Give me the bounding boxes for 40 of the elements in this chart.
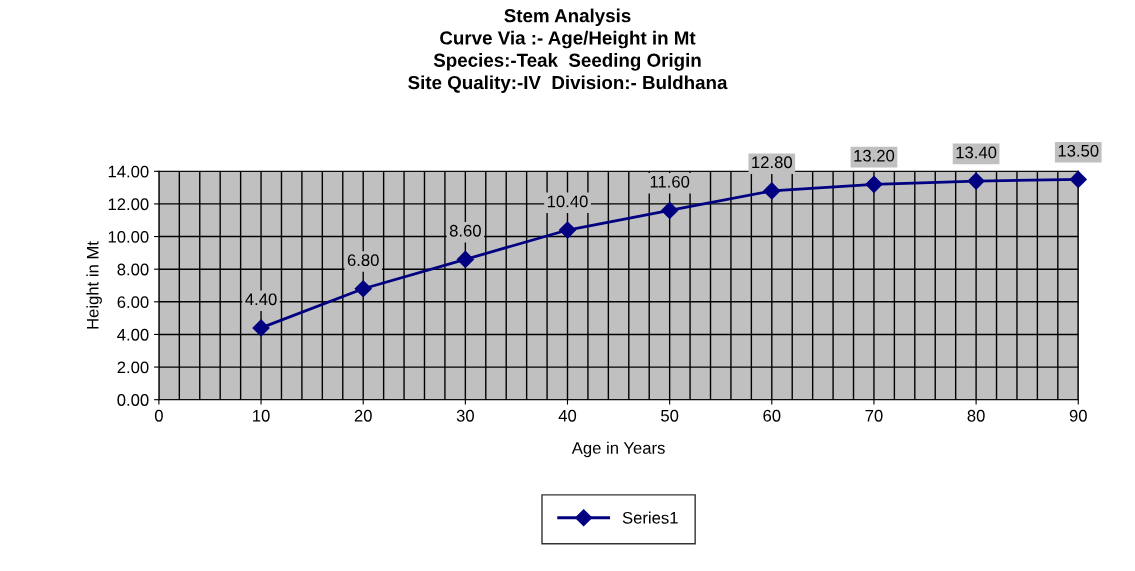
data-label: 10.40 <box>547 195 588 208</box>
point <box>661 201 679 220</box>
y-tick-label: 4.00 <box>117 328 149 341</box>
x-tick-label: 50 <box>661 409 679 422</box>
chart-title: Stem Analysis Curve Via :- Age/Height in Mt Species:-Teak Seeding Origin Site Quality:-IV Division:- Buldhana <box>408 8 728 93</box>
x-tick-label: 80 <box>967 409 985 422</box>
x-tick-label: 40 <box>558 409 577 422</box>
x-tick-label: 10 <box>253 409 270 422</box>
y-tick-label: 2.00 <box>117 361 149 374</box>
point <box>252 319 270 337</box>
y-axis-title: Height in Mt <box>86 241 102 329</box>
point <box>1069 170 1087 189</box>
point <box>456 250 474 268</box>
x-tick-label: 30 <box>456 409 474 422</box>
x-axis-title: Age in Years <box>571 441 665 458</box>
y-tick-label: 8.00 <box>117 263 149 276</box>
x-tick-label: 90 <box>1069 409 1087 422</box>
x-tick-label: 60 <box>763 409 781 422</box>
data-label: 12.80 <box>752 156 792 169</box>
x-tick-label: 0 <box>154 409 163 422</box>
y-tick-label: 12.00 <box>108 198 149 211</box>
point <box>558 221 577 239</box>
data-label: 8.60 <box>449 224 481 237</box>
y-tick-label: 0.00 <box>117 394 149 406</box>
legend-label: Series1 <box>622 511 678 524</box>
data-label: 13.40 <box>956 146 997 159</box>
data-label: 6.80 <box>347 254 379 267</box>
y-tick-label: 6.00 <box>117 296 149 309</box>
data-label: 13.20 <box>854 149 895 162</box>
y-tick-label: 10.00 <box>108 230 149 243</box>
point <box>865 175 883 193</box>
x-tick-label: 70 <box>865 409 883 422</box>
data-label: 11.60 <box>650 175 690 188</box>
point <box>967 172 985 190</box>
data-label: 13.50 <box>1058 144 1099 157</box>
point <box>354 280 372 298</box>
y-tick-label: 14.00 <box>108 165 149 178</box>
x-tick-label: 20 <box>354 409 372 422</box>
point <box>763 182 781 200</box>
data-label: 4.40 <box>245 293 277 306</box>
